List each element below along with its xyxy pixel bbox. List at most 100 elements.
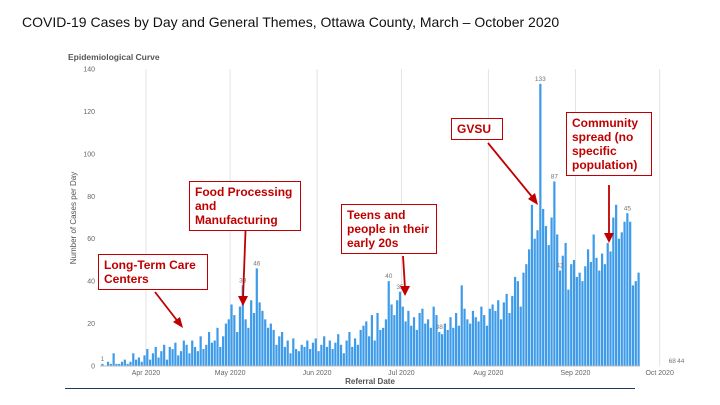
bar xyxy=(379,329,382,366)
bar xyxy=(106,361,110,366)
bar xyxy=(600,253,604,366)
bar xyxy=(289,353,292,366)
bar xyxy=(137,357,141,366)
bar xyxy=(272,329,275,366)
bar xyxy=(236,332,239,366)
arrow-ltc xyxy=(154,291,183,328)
bar xyxy=(325,346,329,366)
bar xyxy=(570,264,573,366)
bar xyxy=(494,310,497,366)
bar xyxy=(306,340,309,366)
bar xyxy=(435,315,438,366)
bar xyxy=(418,312,421,366)
bar xyxy=(323,336,326,366)
bar xyxy=(334,342,337,366)
x-axis-label: Referral Date xyxy=(345,377,395,386)
bar xyxy=(367,336,371,366)
x-tick-label: Sep 2020 xyxy=(560,370,590,377)
bar xyxy=(353,338,357,366)
bar xyxy=(466,319,469,366)
arrow-community xyxy=(604,185,614,243)
bar xyxy=(199,336,202,366)
bar xyxy=(297,351,301,366)
arrow-food xyxy=(238,217,248,306)
bar xyxy=(328,340,331,366)
bar xyxy=(266,327,270,366)
bar xyxy=(497,300,500,366)
bar xyxy=(227,319,230,366)
bar xyxy=(581,281,584,366)
bar xyxy=(151,353,155,366)
bar xyxy=(553,181,556,366)
y-tick-label: 120 xyxy=(83,109,95,116)
footer-rule xyxy=(65,388,635,389)
bar xyxy=(558,270,562,366)
bar xyxy=(154,346,157,366)
bar xyxy=(191,340,194,366)
bar xyxy=(637,272,640,366)
data-label: 44 xyxy=(677,358,685,365)
bar xyxy=(134,359,138,366)
bar xyxy=(179,351,183,366)
bar xyxy=(118,363,121,366)
bar xyxy=(530,204,534,366)
bar xyxy=(617,238,621,366)
bar xyxy=(185,344,188,366)
y-tick-label: 60 xyxy=(87,236,95,243)
bar xyxy=(292,338,295,366)
y-tick-label: 40 xyxy=(87,279,95,286)
bar xyxy=(365,321,368,366)
y-axis-ticks: 0 20 40 60 80 100 120 140 xyxy=(83,67,95,371)
bar xyxy=(519,306,522,366)
bar xyxy=(598,270,601,366)
bar xyxy=(401,306,404,366)
bar xyxy=(238,306,242,366)
bar xyxy=(544,225,548,366)
bar xyxy=(193,346,197,366)
bar xyxy=(247,327,250,366)
bar xyxy=(132,353,135,366)
bar xyxy=(188,353,191,366)
bar xyxy=(528,249,531,366)
bar xyxy=(269,323,272,366)
data-label: 38 xyxy=(436,324,444,331)
bar xyxy=(457,325,461,366)
bar xyxy=(424,323,427,366)
bar xyxy=(233,315,236,366)
bar xyxy=(463,308,466,366)
data-label: 42 xyxy=(556,263,564,270)
bar xyxy=(629,221,632,366)
bar xyxy=(387,281,390,366)
bar-series xyxy=(101,83,640,366)
bar xyxy=(469,323,472,366)
bar xyxy=(508,312,511,366)
bar xyxy=(261,310,264,366)
bar xyxy=(586,249,590,366)
bar xyxy=(342,353,345,366)
x-tick-label: Jul 2020 xyxy=(388,370,415,377)
bar xyxy=(578,272,581,366)
bar xyxy=(564,242,567,366)
bar xyxy=(446,329,449,366)
x-tick-label: Apr 2020 xyxy=(132,370,161,377)
bar xyxy=(149,359,152,366)
bar xyxy=(410,325,413,366)
data-label: 35 xyxy=(396,284,404,291)
bar xyxy=(250,300,253,366)
data-label: 1 xyxy=(101,356,105,363)
bar xyxy=(499,319,503,366)
y-tick-label: 0 xyxy=(91,364,95,371)
bar xyxy=(101,363,104,366)
bar xyxy=(309,349,312,366)
callout-community-spread: Community spread (no specific population… xyxy=(566,112,652,176)
bar xyxy=(634,281,637,366)
data-label: 40 xyxy=(385,273,393,280)
bar xyxy=(572,259,576,366)
bar xyxy=(339,344,343,366)
bar xyxy=(488,308,491,366)
bar xyxy=(404,321,407,366)
bar xyxy=(219,346,222,366)
bar xyxy=(348,332,351,366)
bar xyxy=(511,295,514,366)
bar xyxy=(278,336,281,366)
